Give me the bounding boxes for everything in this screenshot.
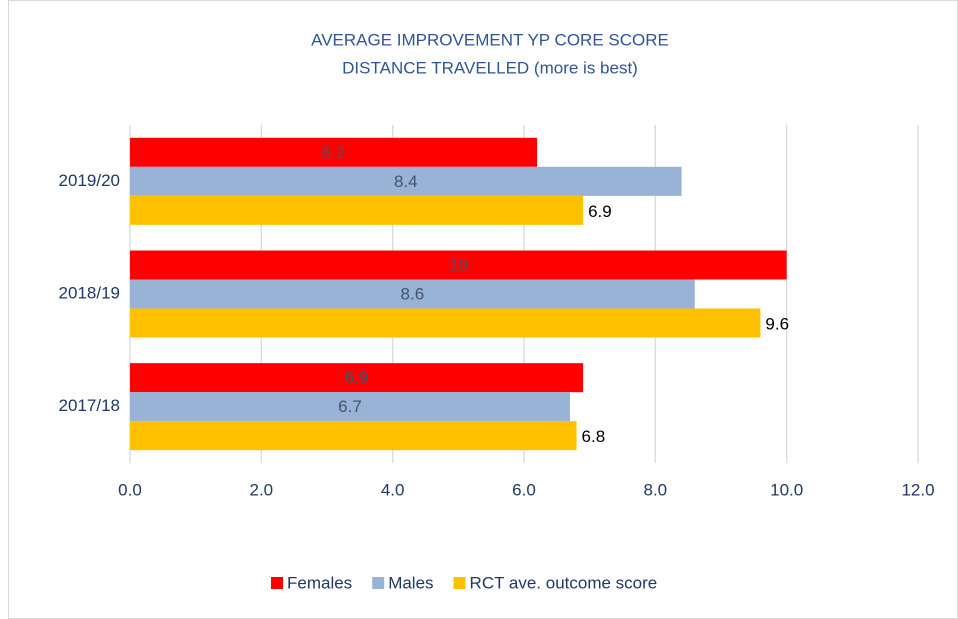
- data-label: 8.6: [401, 284, 425, 303]
- data-label: 6.9: [345, 368, 369, 387]
- data-label: 8.4: [394, 172, 418, 191]
- data-label: 9.6: [765, 314, 789, 333]
- legend-swatch: [453, 577, 466, 589]
- data-label: 10: [449, 255, 468, 274]
- data-label: 6.7: [338, 397, 362, 416]
- data-label: 6.2: [322, 143, 346, 162]
- x-tick-label: 6.0: [512, 480, 536, 499]
- x-tick-label: 12.0: [901, 480, 934, 499]
- bar: [130, 137, 538, 167]
- y-tick-label: 2019/20: [59, 171, 120, 190]
- bar: [130, 166, 682, 196]
- x-tick-label: 10.0: [770, 480, 803, 499]
- data-label: 6.9: [588, 202, 612, 221]
- x-tick-label: 0.0: [118, 480, 142, 499]
- x-tick-label: 2.0: [250, 480, 274, 499]
- x-tick-label: 4.0: [381, 480, 405, 499]
- x-tick-label: 8.0: [644, 480, 668, 499]
- legend-swatch: [372, 577, 385, 589]
- y-tick-label: 2017/18: [59, 396, 120, 415]
- chart-title: AVERAGE IMPROVEMENT YP CORE SCORE: [311, 30, 669, 49]
- data-label: 6.8: [582, 427, 606, 446]
- bar: [130, 392, 570, 422]
- bar: [130, 195, 584, 225]
- y-tick-label: 2018/19: [59, 283, 120, 302]
- bar: [130, 421, 577, 451]
- legend-label: RCT ave. outcome score: [470, 573, 658, 592]
- legend-label: Females: [287, 573, 352, 592]
- bar: [130, 308, 761, 338]
- bar: [130, 250, 787, 280]
- legend-swatch: [271, 577, 283, 589]
- chart-title: DISTANCE TRAVELLED (more is best): [342, 58, 638, 77]
- bar: [130, 279, 695, 309]
- legend-label: Males: [388, 573, 433, 592]
- bar: [130, 363, 584, 393]
